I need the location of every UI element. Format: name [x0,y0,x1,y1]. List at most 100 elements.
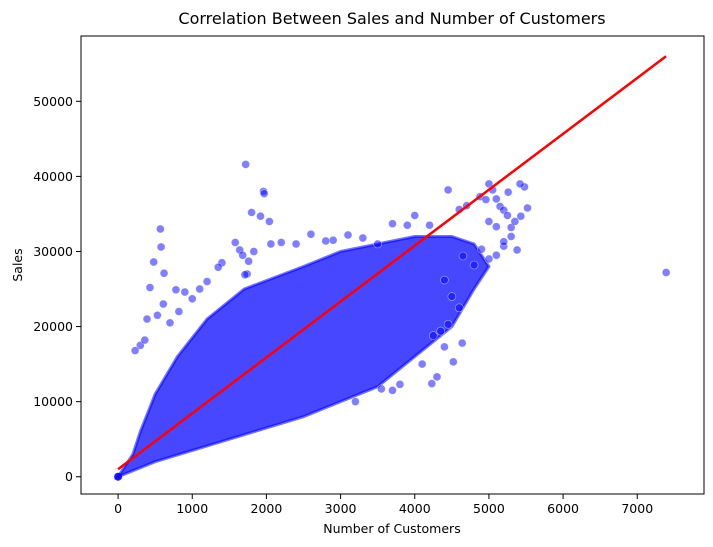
data-point [140,335,150,345]
data-point [156,242,166,252]
data-point [238,250,247,260]
data-point [432,372,442,382]
data-point [417,359,427,369]
data-point [174,307,184,316]
data-point [484,217,494,226]
plot-frame [80,35,705,495]
data-point [506,232,516,241]
data-point [351,397,360,406]
data-point [195,284,204,294]
x-axis-label: Number of Customers [323,521,460,536]
data-point [373,239,382,249]
data-point [230,238,240,247]
data-point [388,219,397,229]
x-tick-label: 1000 [176,501,208,516]
data-point [149,257,158,267]
y-tick-label: 10000 [33,394,73,409]
y-tick-label: 50000 [33,94,73,109]
data-point [159,268,169,278]
x-tick-label: 2000 [251,501,283,516]
data-point [247,208,256,217]
data-point [503,187,513,197]
x-tick-label: 5000 [473,501,505,516]
data-point [427,379,437,388]
data-point [395,380,405,389]
data-point [447,292,457,301]
data-point [388,386,397,395]
data-point [440,275,449,285]
y-tick-label: 20000 [33,319,73,334]
data-point [259,189,269,198]
y-tick-label: 0 [65,469,73,484]
data-point [436,326,446,336]
data-point [410,211,420,220]
data-point [265,217,274,226]
regression-layer [117,55,667,471]
data-point [240,270,250,280]
data-point [512,245,522,255]
data-point [153,311,162,320]
data-point [165,318,175,328]
data-point [145,283,155,292]
x-tick-label: 3000 [325,501,357,516]
data-point [328,235,338,245]
data-point [449,357,458,367]
data-point [477,244,486,254]
y-axis-label: Sales [10,248,25,281]
data-point [159,299,168,309]
data-point [469,260,479,270]
data-point [492,222,501,232]
data-points [114,160,671,481]
data-point [499,237,509,247]
data-point [266,239,276,249]
data-point [321,236,331,246]
data-point [377,384,386,394]
data-point [343,230,353,240]
data-point [425,220,434,230]
x-tick-label: 6000 [547,501,579,516]
x-tick-label: 7000 [621,501,653,516]
data-point [358,233,368,243]
data-point [256,211,265,221]
data-point [492,250,501,260]
x-tick-label: 0 [114,501,122,516]
chart-title: Correlation Between Sales and Number of … [178,9,605,28]
data-point [403,220,412,230]
data-point [130,346,140,355]
data-point [187,294,197,304]
data-point [276,238,286,247]
data-point [523,203,532,213]
y-axis: 0 10000 20000 30000 40000 50000 [33,94,81,484]
data-point [213,262,223,272]
data-point [306,229,316,239]
data-point [428,331,438,340]
data-point [180,287,190,297]
data-point [481,195,491,204]
data-point [142,314,152,324]
data-point [156,224,165,234]
data-point [202,277,212,286]
data-point [503,211,512,220]
x-axis: 0 1000 2000 3000 4000 5000 6000 7000 [114,494,653,516]
data-point [458,251,468,261]
data-point [241,160,250,169]
data-point [443,185,453,195]
data-point [454,303,464,313]
data-point [244,256,253,266]
data-point [492,194,501,204]
data-point [249,247,259,256]
data-point [443,320,453,329]
data-point [114,472,123,481]
y-tick-label: 40000 [33,169,73,184]
y-tick-label: 30000 [33,244,73,259]
data-point [440,342,449,352]
regression-line [117,55,667,471]
x-tick-label: 4000 [399,501,431,516]
data-point [510,217,520,226]
data-point [484,254,494,264]
dense-point-cloud [114,234,491,480]
data-point [171,285,181,295]
data-point [515,179,525,189]
point-cloud [114,234,491,480]
